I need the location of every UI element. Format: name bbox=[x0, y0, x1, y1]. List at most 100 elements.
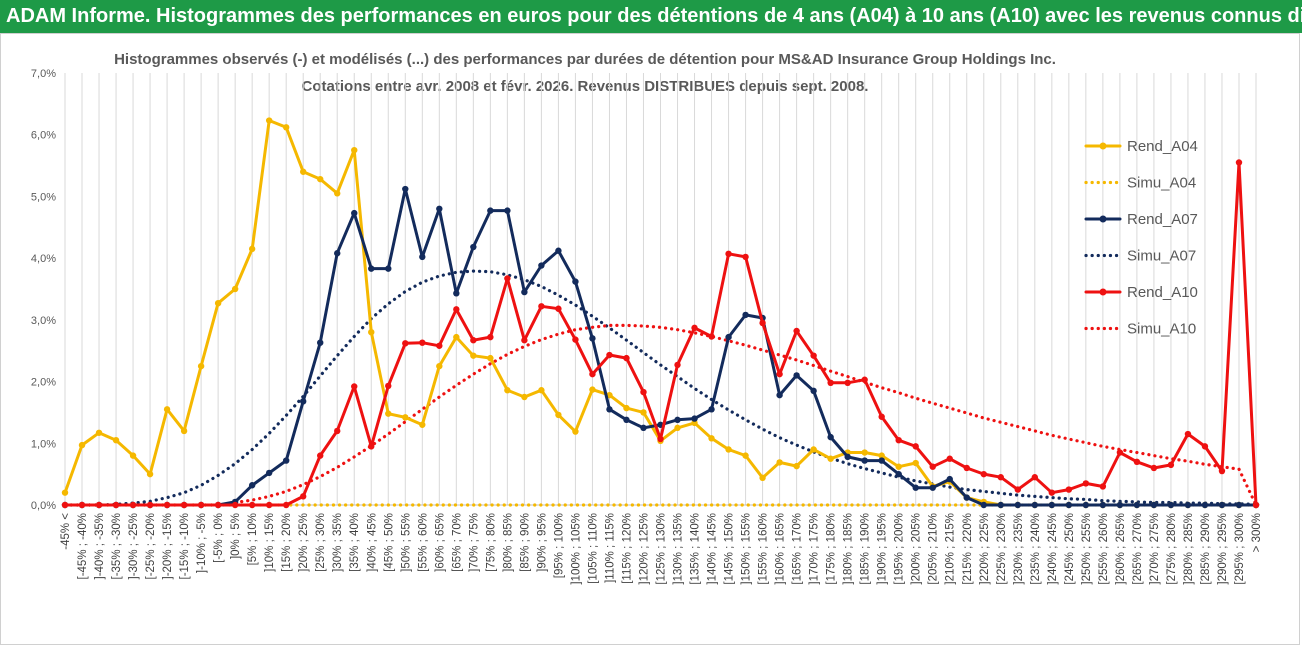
data-point bbox=[521, 337, 528, 344]
legend-label: Rend_A07 bbox=[1127, 211, 1198, 228]
data-point bbox=[214, 501, 222, 509]
data-point bbox=[197, 362, 205, 370]
data-point bbox=[351, 146, 358, 154]
series-simu-a10 bbox=[63, 323, 1258, 507]
x-tick-label: ]270% ; 275% bbox=[1149, 513, 1161, 585]
data-point bbox=[419, 253, 426, 261]
data-point bbox=[436, 362, 443, 370]
data-point bbox=[623, 404, 630, 412]
data-point bbox=[912, 443, 919, 450]
x-tick-label: [135% ; 140% bbox=[690, 513, 702, 585]
data-point bbox=[78, 501, 86, 509]
data-point bbox=[776, 459, 783, 466]
data-point bbox=[623, 416, 630, 424]
data-point bbox=[1048, 489, 1056, 496]
data-point bbox=[1031, 474, 1039, 481]
chart-title-line-2: Cotations entre avr. 2008 et févr. 2026.… bbox=[302, 78, 869, 95]
data-point bbox=[504, 207, 511, 214]
data-point bbox=[572, 336, 579, 343]
x-tick-label: [35% ; 40% bbox=[349, 513, 361, 572]
x-tick-label: [65% ; 70% bbox=[451, 513, 463, 572]
data-point bbox=[248, 501, 256, 509]
data-point bbox=[487, 354, 494, 362]
data-point bbox=[487, 333, 494, 341]
data-point bbox=[351, 209, 358, 217]
data-point bbox=[946, 475, 953, 483]
y-tick-label: 0,0% bbox=[31, 500, 56, 512]
data-point bbox=[317, 175, 324, 183]
data-point bbox=[368, 329, 375, 336]
x-tick-label: [15% ; 20% bbox=[281, 513, 293, 572]
x-tick-label: [-35% ; -30% bbox=[111, 513, 123, 579]
data-point bbox=[878, 457, 885, 464]
data-point bbox=[742, 452, 749, 459]
data-point bbox=[282, 124, 290, 131]
data-point bbox=[827, 455, 834, 462]
y-tick-label: 3,0% bbox=[31, 315, 56, 327]
x-tick-label: ]140% ; 145% bbox=[707, 513, 719, 585]
data-point bbox=[878, 452, 885, 459]
legend-label: Rend_A10 bbox=[1127, 284, 1198, 301]
data-point bbox=[300, 398, 307, 405]
data-point bbox=[1201, 501, 1209, 509]
x-tick-label: ]60% ; 65% bbox=[434, 513, 446, 572]
x-tick-label: ]280% ; 285% bbox=[1183, 513, 1195, 585]
data-point bbox=[776, 391, 783, 399]
x-tick-label: [75% ; 80% bbox=[485, 513, 497, 572]
data-point bbox=[827, 379, 834, 387]
x-tick-label: [285% ; 290% bbox=[1200, 513, 1212, 585]
x-tick-label: [-45% ; -40% bbox=[77, 513, 89, 579]
x-tick-label: ]100% ; 105% bbox=[570, 513, 582, 585]
legend-item: Simu_A04 bbox=[1084, 175, 1196, 192]
data-point bbox=[725, 333, 732, 341]
data-point bbox=[282, 501, 290, 509]
x-tick-label: ]90% ; 95% bbox=[536, 513, 548, 572]
data-point bbox=[1116, 501, 1124, 509]
data-point bbox=[776, 370, 783, 378]
data-point bbox=[997, 474, 1004, 481]
data-point bbox=[538, 387, 545, 394]
x-tick-label: [275% ; 280% bbox=[1166, 513, 1178, 585]
legend-item: Simu_A10 bbox=[1084, 321, 1196, 338]
data-point bbox=[163, 406, 171, 413]
x-tick-label: ]70% ; 75% bbox=[468, 513, 480, 572]
data-point bbox=[708, 333, 715, 340]
data-point bbox=[878, 413, 885, 420]
data-point bbox=[61, 489, 69, 496]
y-axis: 0,0% 1,0% 2,0% 3,0% 4,0% 5,0% 6,0% 7,0% bbox=[31, 68, 56, 512]
data-point bbox=[1218, 501, 1226, 509]
data-point bbox=[282, 457, 290, 464]
x-tick-label: [95% ; 100% bbox=[553, 513, 565, 578]
data-point bbox=[861, 449, 868, 456]
data-point bbox=[708, 435, 715, 442]
data-point bbox=[589, 370, 596, 378]
x-tick-label: ]190% ; 195% bbox=[877, 513, 889, 585]
data-point bbox=[419, 339, 426, 346]
x-tick-label: [-25% ; -20% bbox=[145, 513, 157, 579]
report-banner: ADAM Informe. Histogrammes des performan… bbox=[0, 0, 1302, 33]
data-point bbox=[861, 376, 868, 383]
data-point bbox=[453, 333, 460, 341]
x-tick-label: ]220% ; 225% bbox=[979, 513, 991, 585]
data-point bbox=[385, 382, 392, 390]
data-point bbox=[265, 117, 273, 124]
data-point bbox=[589, 386, 596, 393]
x-tick-label: [155% ; 160% bbox=[758, 513, 770, 585]
data-point bbox=[725, 250, 732, 258]
series-line bbox=[63, 269, 1258, 507]
data-point bbox=[95, 501, 103, 509]
data-point bbox=[759, 474, 766, 482]
data-point bbox=[146, 470, 154, 478]
y-tick-label: 6,0% bbox=[31, 130, 56, 142]
x-tick-label: ]110% ; 115% bbox=[604, 513, 616, 583]
data-point bbox=[538, 262, 545, 269]
legend-label: Rend_A04 bbox=[1127, 138, 1198, 155]
data-point bbox=[555, 411, 562, 419]
data-point bbox=[793, 372, 800, 379]
legend-label: Simu_A10 bbox=[1127, 321, 1196, 338]
data-point bbox=[521, 393, 528, 401]
x-tick-label: [205% ; 210% bbox=[928, 513, 940, 585]
data-point bbox=[368, 265, 375, 272]
data-point bbox=[827, 433, 834, 441]
